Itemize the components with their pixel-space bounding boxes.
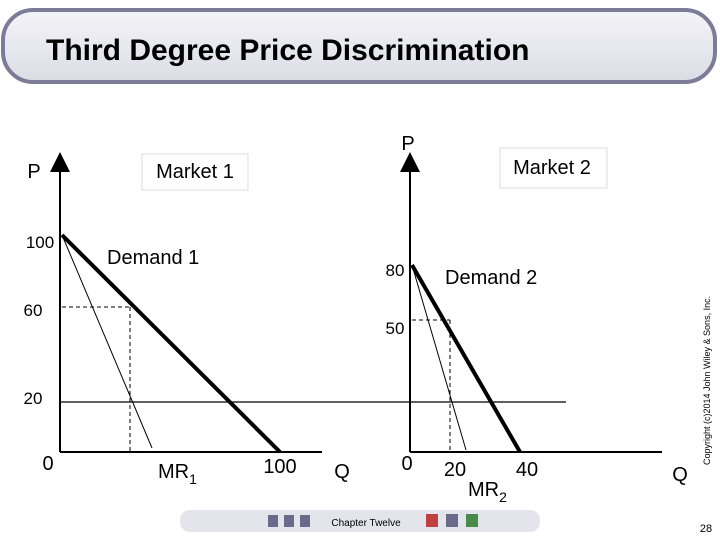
nav-home[interactable]	[426, 514, 438, 527]
demand-curve	[410, 263, 522, 454]
nav-exit[interactable]	[466, 514, 478, 527]
y-label: 100	[26, 233, 54, 252]
copyright: Copyright (c)2014 John Wiley & Sons, Inc…	[702, 296, 712, 465]
mr-text: MR	[158, 461, 189, 483]
title-banner	[1, 8, 717, 84]
nav-updown[interactable]	[446, 514, 458, 527]
nav-next[interactable]	[300, 515, 310, 527]
x-label: 40	[516, 459, 538, 481]
panel-label-box	[499, 147, 608, 189]
y-label: 50	[386, 319, 405, 338]
chapter-label: Chapter Twelve	[331, 518, 401, 529]
y-label: 0	[401, 453, 412, 475]
y-label: 80	[386, 261, 405, 280]
nav-menu[interactable]	[284, 515, 294, 527]
mr-curve	[411, 264, 467, 451]
page-number: 28	[700, 523, 712, 535]
p-label: P	[27, 161, 40, 183]
demand-label: Demand 2	[445, 267, 537, 289]
p-label: P	[401, 133, 414, 155]
x-label: 100	[263, 456, 296, 478]
mr-subscript: 2	[499, 489, 507, 505]
demand-label: Demand 1	[107, 247, 199, 269]
title: Third Degree Price Discrimination	[46, 34, 529, 67]
panel-label-box	[141, 153, 249, 191]
panel-label: Market 1	[156, 161, 234, 183]
mr-label: MR2	[468, 479, 507, 505]
y-label: 20	[24, 389, 43, 408]
mr-text: MR	[468, 479, 499, 501]
y-label: 60	[24, 301, 43, 320]
mr-curve	[61, 234, 153, 449]
y-label: 0	[42, 453, 53, 475]
mr-subscript: 1	[189, 471, 197, 487]
market2-chart: Market 2 P Q 80 50 0 20 40 Demand 2 MR2	[386, 133, 688, 505]
q-label: Q	[334, 461, 350, 483]
nav-prev[interactable]	[268, 515, 278, 527]
mr-label: MR1	[158, 461, 197, 487]
market1-chart: Market 1 P Q 100 60 20 0 100 Demand 1 MR…	[24, 152, 566, 487]
demand-curve	[60, 233, 282, 454]
q-label: Q	[672, 464, 688, 486]
x-label: 20	[444, 459, 466, 481]
panel-label: Market 2	[513, 157, 591, 179]
